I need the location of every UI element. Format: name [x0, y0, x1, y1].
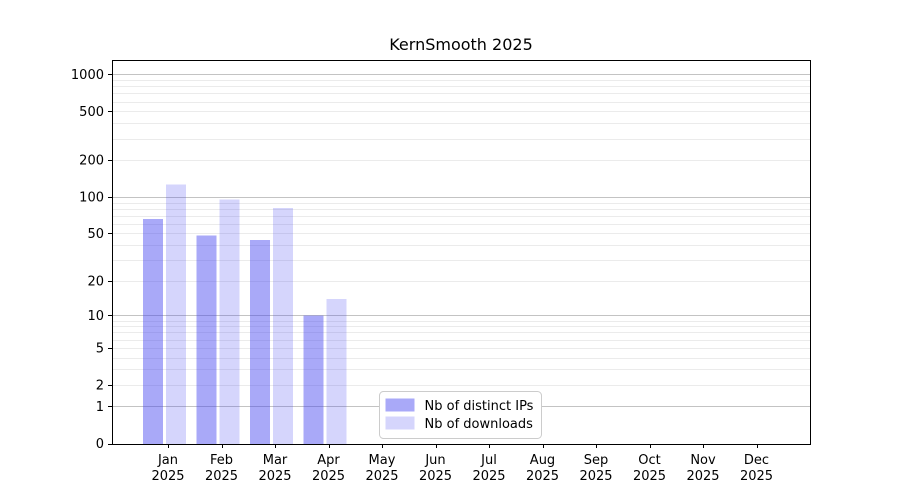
x-tick-label: Apr 2025 [312, 453, 345, 484]
bar-distinct-ips-mar [250, 240, 270, 444]
x-tick-year: 2025 [419, 469, 452, 484]
x-tick-label: Feb 2025 [205, 453, 238, 484]
bar-downloads-feb [219, 199, 240, 444]
x-tick-year: 2025 [312, 469, 345, 484]
x-tick-month: Sep [584, 453, 609, 468]
x-tick-year: 2025 [258, 469, 291, 484]
bar-distinct-ips-feb [196, 235, 217, 444]
bar-downloads-jan [166, 184, 186, 444]
x-tick-year: 2025 [526, 469, 559, 484]
x-tick-year: 2025 [686, 469, 719, 484]
x-tick-label: May 2025 [365, 453, 398, 484]
legend-swatch-downloads [385, 416, 415, 430]
x-tick-month: Apr [317, 453, 340, 468]
x-tick-year: 2025 [472, 469, 505, 484]
x-tick-month: Nov [690, 453, 716, 468]
x-tick-month: Aug [530, 453, 555, 468]
y-tick-label: 20 [87, 274, 104, 289]
x-tick-month: Jun [424, 453, 445, 468]
x-tick-label: Oct 2025 [633, 453, 666, 484]
x-tick-year: 2025 [579, 469, 612, 484]
legend-swatch-distinct-ips [385, 398, 415, 412]
x-tick-year: 2025 [633, 469, 666, 484]
y-tick-label: 500 [79, 105, 104, 120]
x-tick-month: Jan [157, 453, 178, 468]
y-tick-label: 200 [79, 154, 104, 169]
x-tick-year: 2025 [151, 469, 184, 484]
x-tick-label: Nov 2025 [686, 453, 719, 484]
x-tick-year: 2025 [740, 469, 773, 484]
y-tick-label: 100 [79, 190, 104, 205]
x-tick-label: Jan 2025 [151, 453, 184, 484]
chart-title: KernSmooth 2025 [389, 35, 533, 54]
y-tick-label: 1000 [71, 68, 104, 83]
x-tick-month: Jul [480, 453, 497, 468]
legend-box [379, 391, 542, 439]
legend-label-downloads: Nb of downloads [425, 417, 534, 432]
y-tick-label: 5 [96, 341, 104, 356]
bar-downloads-apr [326, 298, 347, 444]
legend: Nb of distinct IPs Nb of downloads [379, 391, 542, 439]
bar-distinct-ips-jan [143, 218, 163, 444]
x-tick-label: Sep 2025 [579, 453, 612, 484]
x-tick-year: 2025 [365, 469, 398, 484]
x-tick-label: Jul 2025 [472, 453, 505, 484]
bar-distinct-ips-apr [303, 315, 324, 444]
y-tick-label: 50 [87, 227, 104, 242]
legend-label-distinct-ips: Nb of distinct IPs [425, 399, 534, 414]
bar-downloads-mar [273, 208, 293, 444]
x-tick-month: Feb [210, 453, 233, 468]
y-tick-label: 1 [96, 400, 104, 415]
y-tick-label: 10 [87, 309, 104, 324]
x-tick-label: Jun 2025 [419, 453, 452, 484]
x-tick-month: Mar [263, 453, 288, 468]
x-tick-year: 2025 [205, 469, 238, 484]
x-tick-month: Oct [638, 453, 660, 468]
x-tick-month: May [369, 453, 396, 468]
x-tick-month: Dec [744, 453, 769, 468]
y-tick-label: 2 [96, 378, 104, 393]
x-tick-label: Mar 2025 [258, 453, 291, 484]
x-tick-label: Aug 2025 [526, 453, 559, 484]
plot-border [112, 60, 811, 445]
x-tick-label: Dec 2025 [740, 453, 773, 484]
y-tick-label: 0 [96, 437, 104, 452]
